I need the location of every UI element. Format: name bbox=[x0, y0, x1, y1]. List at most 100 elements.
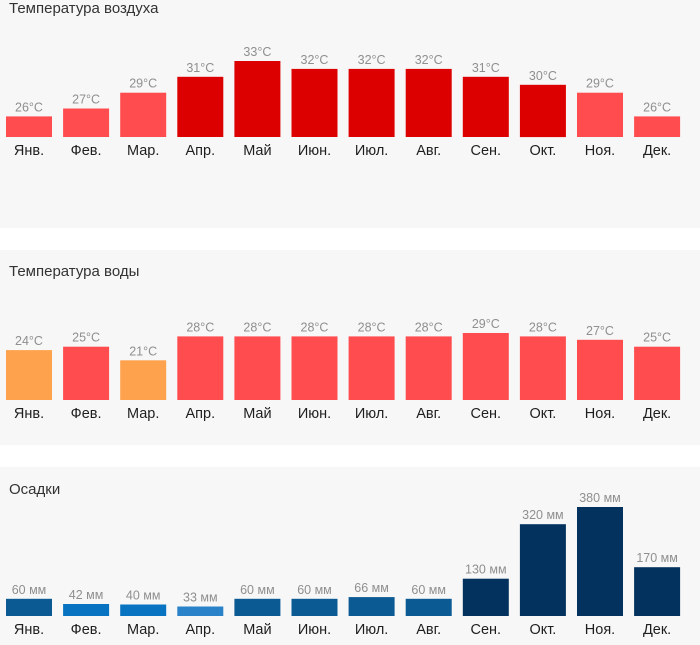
air-temp-bar-dec bbox=[634, 116, 681, 137]
precip-month-label-oct: Окт. bbox=[529, 622, 556, 638]
precip-bar-aug bbox=[405, 598, 452, 616]
water-temp-month-label-apr: Апр. bbox=[185, 406, 215, 422]
water-temp-bar-dec bbox=[634, 346, 681, 400]
air-temperature-panel: Температура воздуха 26°C Янв. 27°C Фев. 29°C… bbox=[0, 0, 700, 228]
water-temp-value-label-jun: 28°C bbox=[301, 320, 329, 334]
precip-bar-jun bbox=[291, 598, 338, 616]
water-temperature-chart: 24°C Янв. 25°C Фев. 21°C Мар. 28°C Апр. 28°C Май 2… bbox=[6, 317, 681, 422]
water-temp-bar-feb bbox=[63, 346, 110, 400]
water-temp-month-label-dec: Дек. bbox=[643, 406, 671, 422]
precipitation-chart: 60 мм Янв. 42 мм Фев. 40 мм Мар. 33 мм Апр. 60 м… bbox=[6, 491, 681, 638]
precip-month-label-nov: Ноя. bbox=[585, 622, 615, 638]
water-temp-bar-jul bbox=[348, 336, 395, 400]
air-temp-month-label-jan: Янв. bbox=[14, 143, 44, 159]
precip-month-label-feb: Фев. bbox=[71, 622, 102, 638]
air-temp-value-label-nov: 29°C bbox=[586, 77, 614, 91]
water-temp-value-label-apr: 28°C bbox=[186, 320, 214, 334]
water-temp-bar-apr bbox=[177, 336, 224, 400]
precip-value-label-feb: 42 мм bbox=[69, 588, 104, 602]
air-temp-value-label-oct: 30°C bbox=[529, 69, 557, 83]
precip-month-label-aug: Авг. bbox=[416, 622, 441, 638]
precip-bar-mar bbox=[120, 604, 167, 616]
air-temp-value-label-feb: 27°C bbox=[72, 93, 100, 107]
precip-month-label-apr: Апр. bbox=[185, 622, 215, 638]
precip-bar-sep bbox=[462, 578, 509, 616]
air-temp-value-label-dec: 26°C bbox=[643, 100, 671, 114]
air-temp-bar-jun bbox=[291, 68, 338, 137]
air-temp-month-label-aug: Авг. bbox=[416, 143, 441, 159]
water-temp-value-label-may: 28°C bbox=[243, 320, 271, 334]
precip-value-label-mar: 40 мм bbox=[126, 589, 161, 603]
precip-bar-jan bbox=[6, 598, 52, 616]
water-temperature-title: Температура воды bbox=[9, 263, 140, 280]
water-temp-bar-jan bbox=[6, 350, 52, 400]
precip-month-label-jan: Янв. bbox=[14, 622, 44, 638]
air-temp-month-label-jul: Июл. bbox=[355, 143, 388, 159]
water-temp-month-label-nov: Ноя. bbox=[585, 406, 615, 422]
precip-bar-nov bbox=[577, 507, 623, 616]
air-temp-bar-may bbox=[234, 61, 281, 137]
water-temp-bar-mar bbox=[120, 360, 167, 400]
water-temp-bar-may bbox=[234, 336, 281, 400]
water-temp-bar-sep bbox=[462, 333, 509, 400]
water-temp-bar-nov bbox=[577, 339, 623, 400]
water-temp-bar-jun bbox=[291, 336, 338, 400]
precip-value-label-nov: 380 мм bbox=[579, 491, 621, 505]
precip-value-label-oct: 320 мм bbox=[522, 508, 564, 522]
precip-value-label-sep: 130 мм bbox=[465, 563, 507, 577]
air-temp-bar-aug bbox=[405, 68, 452, 137]
water-temperature-panel: Температура воды 24°C Янв. 25°C Фев. 21°C Мар… bbox=[0, 250, 700, 445]
precip-value-label-jun: 60 мм bbox=[297, 583, 332, 597]
air-temp-month-label-nov: Ноя. bbox=[585, 143, 615, 159]
precip-bar-oct bbox=[519, 524, 566, 616]
precip-value-label-may: 60 мм bbox=[240, 583, 275, 597]
air-temp-bar-sep bbox=[462, 76, 509, 137]
water-temp-bar-aug bbox=[405, 336, 452, 400]
air-temp-bar-apr bbox=[177, 76, 224, 137]
precip-value-label-jul: 66 мм bbox=[354, 581, 389, 595]
precip-value-label-dec: 170 мм bbox=[636, 551, 678, 565]
air-temp-month-label-mar: Мар. bbox=[127, 143, 159, 159]
precip-bar-may bbox=[234, 598, 281, 616]
air-temp-month-label-sep: Сен. bbox=[471, 143, 502, 159]
water-temp-value-label-oct: 28°C bbox=[529, 320, 557, 334]
precip-value-label-jan: 60 мм bbox=[12, 583, 47, 597]
air-temp-bar-jan bbox=[6, 116, 52, 137]
water-temp-month-label-feb: Фев. bbox=[71, 406, 102, 422]
air-temp-month-label-dec: Дек. bbox=[643, 143, 671, 159]
precipitation-panel: Осадки 60 мм Янв. 42 мм Фев. 40 мм Мар. 33 мм А… bbox=[0, 467, 700, 645]
water-temp-value-label-aug: 28°C bbox=[415, 320, 443, 334]
water-temp-month-label-aug: Авг. bbox=[416, 406, 441, 422]
water-temp-value-label-sep: 29°C bbox=[472, 317, 500, 331]
water-temp-month-label-mar: Мар. bbox=[127, 406, 159, 422]
air-temp-value-label-jun: 32°C bbox=[301, 53, 329, 67]
air-temp-value-label-jul: 32°C bbox=[358, 53, 386, 67]
precip-bar-apr bbox=[177, 606, 224, 616]
precip-value-label-apr: 33 мм bbox=[183, 591, 218, 605]
air-temp-month-label-may: Май bbox=[243, 143, 271, 159]
precip-month-label-mar: Мар. bbox=[127, 622, 159, 638]
precip-value-label-aug: 60 мм bbox=[411, 583, 446, 597]
water-temp-value-label-mar: 21°C bbox=[129, 344, 157, 358]
air-temp-bar-mar bbox=[120, 92, 167, 137]
water-temp-month-label-may: Май bbox=[243, 406, 271, 422]
water-temp-month-label-sep: Сен. bbox=[471, 406, 502, 422]
air-temp-value-label-apr: 31°C bbox=[186, 61, 214, 75]
water-temp-value-label-nov: 27°C bbox=[586, 324, 614, 338]
water-temp-month-label-jun: Июн. bbox=[298, 406, 331, 422]
water-temp-bar-oct bbox=[519, 336, 566, 400]
precip-bar-feb bbox=[63, 604, 110, 616]
air-temp-bar-jul bbox=[348, 68, 395, 137]
air-temp-bar-nov bbox=[577, 92, 623, 137]
water-temp-value-label-jan: 24°C bbox=[15, 334, 43, 348]
air-temperature-title: Температура воздуха bbox=[9, 0, 159, 17]
precip-month-label-may: Май bbox=[243, 622, 271, 638]
precip-bar-jul bbox=[348, 597, 395, 616]
water-temp-value-label-dec: 25°C bbox=[643, 331, 671, 345]
water-temp-value-label-jul: 28°C bbox=[358, 320, 386, 334]
precipitation-title: Осадки bbox=[9, 481, 61, 498]
precip-month-label-sep: Сен. bbox=[471, 622, 502, 638]
precip-month-label-dec: Дек. bbox=[643, 622, 671, 638]
air-temp-month-label-jun: Июн. bbox=[298, 143, 331, 159]
water-temp-month-label-jul: Июл. bbox=[355, 406, 388, 422]
